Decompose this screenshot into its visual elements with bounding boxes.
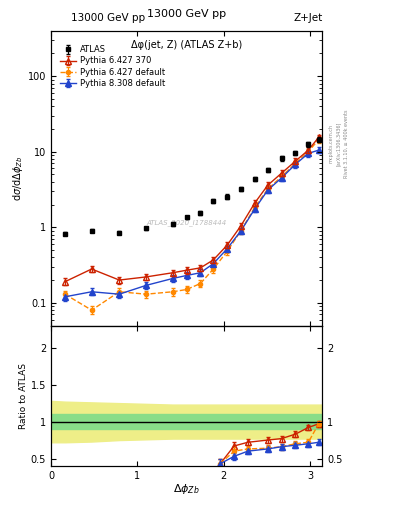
Text: [arXiv:1306.3436]: [arXiv:1306.3436] xyxy=(336,121,341,165)
Legend: ATLAS, Pythia 6.427 370, Pythia 6.427 default, Pythia 8.308 default: ATLAS, Pythia 6.427 370, Pythia 6.427 de… xyxy=(58,44,167,89)
Text: Δφ(jet, Z) (ATLAS Z+b): Δφ(jet, Z) (ATLAS Z+b) xyxy=(131,39,242,50)
Y-axis label: Ratio to ATLAS: Ratio to ATLAS xyxy=(19,362,28,429)
Text: Z+Jet: Z+Jet xyxy=(293,13,322,23)
Text: ATLAS_2020_I1788444: ATLAS_2020_I1788444 xyxy=(147,219,227,226)
Text: 13000 GeV pp: 13000 GeV pp xyxy=(147,9,226,19)
Y-axis label: d$\sigma$/d$\Delta\phi_{Zb}$: d$\sigma$/d$\Delta\phi_{Zb}$ xyxy=(11,155,25,201)
Text: 13000 GeV pp: 13000 GeV pp xyxy=(71,13,145,23)
X-axis label: $\Delta\phi_{Zb}$: $\Delta\phi_{Zb}$ xyxy=(173,482,200,496)
Text: Rivet 3.1.10, ≥ 400k events: Rivet 3.1.10, ≥ 400k events xyxy=(344,109,349,178)
Text: mcplots.cern.ch: mcplots.cern.ch xyxy=(328,124,333,163)
